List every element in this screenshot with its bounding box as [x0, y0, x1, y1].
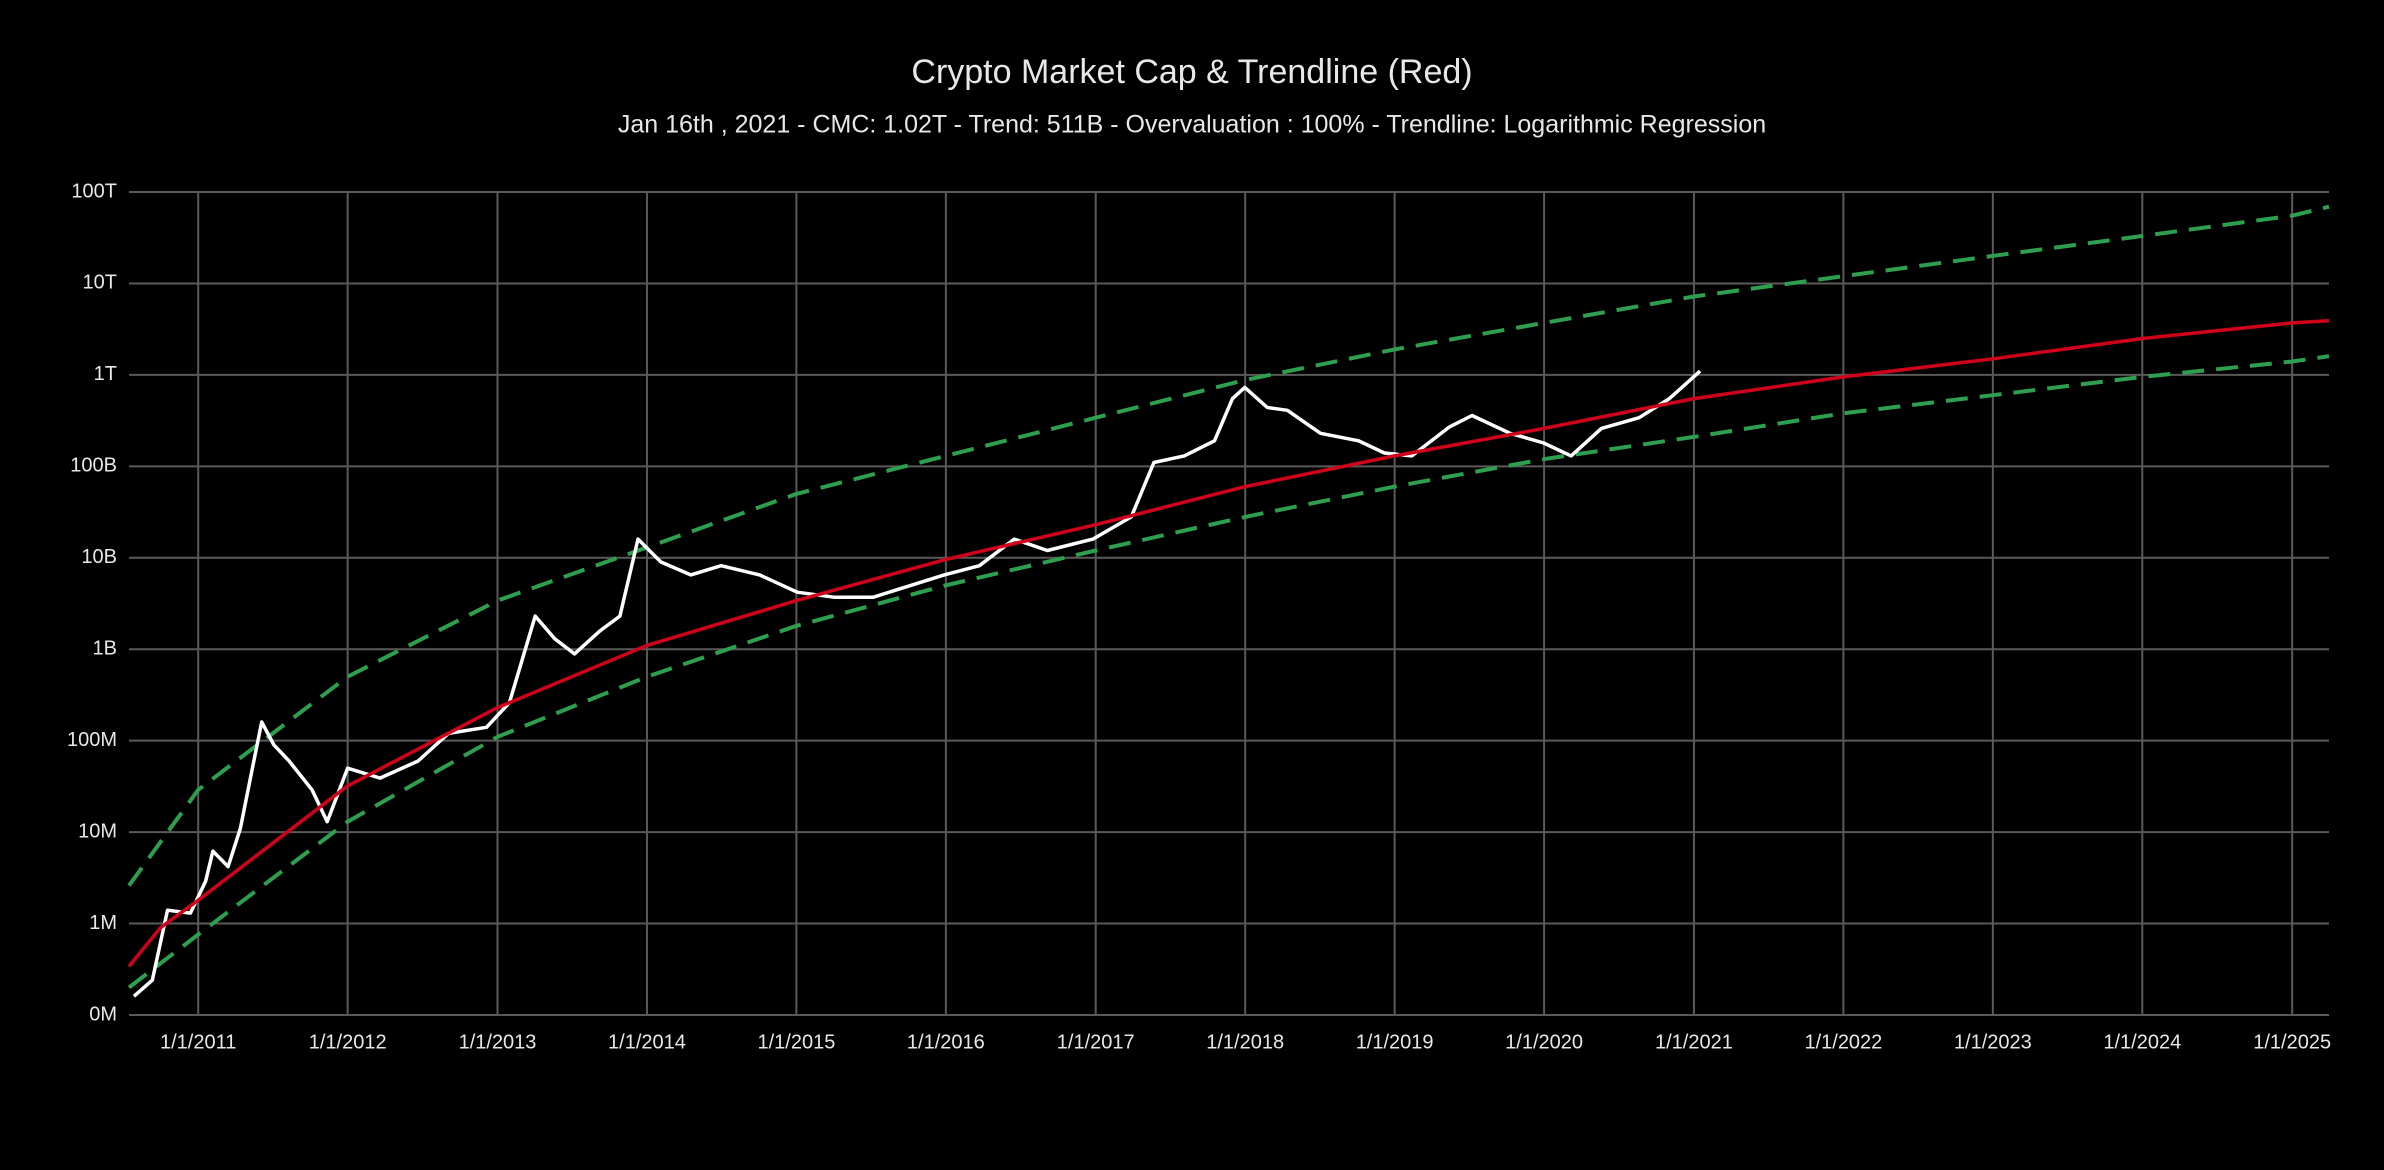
y-tick-label: 1B [93, 638, 117, 660]
series-line [127, 319, 2330, 968]
x-tick-label: 1/1/2019 [1356, 1031, 1434, 1053]
x-tick-label: 1/1/2018 [1206, 1031, 1284, 1053]
band-line [127, 354, 2330, 990]
band-line [127, 204, 2330, 887]
x-tick-label: 1/1/2016 [907, 1031, 985, 1053]
chart-title: Crypto Market Cap & Trendline (Red) [911, 53, 1472, 91]
x-tick-label: 1/1/2012 [309, 1031, 387, 1053]
x-tick-label: 1/1/2022 [1804, 1031, 1882, 1053]
x-tick-label: 1/1/2021 [1655, 1031, 1733, 1053]
y-tick-label: 1M [89, 912, 117, 934]
series-line [132, 369, 1702, 998]
x-tick-label: 1/1/2020 [1505, 1031, 1583, 1053]
chart-subtitle: Jan 16th , 2021 - CMC: 1.02T - Trend: 51… [618, 111, 1766, 139]
x-tick-label: 1/1/2013 [459, 1031, 537, 1053]
y-tick-label: 0M [89, 1003, 117, 1025]
x-tick-label: 1/1/2024 [2103, 1031, 2181, 1053]
x-tick-label: 1/1/2017 [1057, 1031, 1135, 1053]
y-tick-label: 10B [81, 546, 117, 568]
x-tick-label: 1/1/2023 [1954, 1031, 2032, 1053]
y-tick-label: 10T [83, 272, 117, 294]
x-tick-label: 1/1/2015 [757, 1031, 835, 1053]
x-tick-label: 1/1/2025 [2253, 1031, 2331, 1053]
y-tick-label: 100T [71, 180, 117, 202]
x-tick-label: 1/1/2011 [160, 1031, 236, 1053]
x-tick-label: 1/1/2014 [608, 1031, 686, 1053]
y-tick-label: 1T [94, 363, 117, 385]
y-tick-label: 100B [70, 455, 117, 477]
y-tick-label: 10M [78, 820, 117, 842]
y-tick-label: 100M [67, 729, 117, 751]
